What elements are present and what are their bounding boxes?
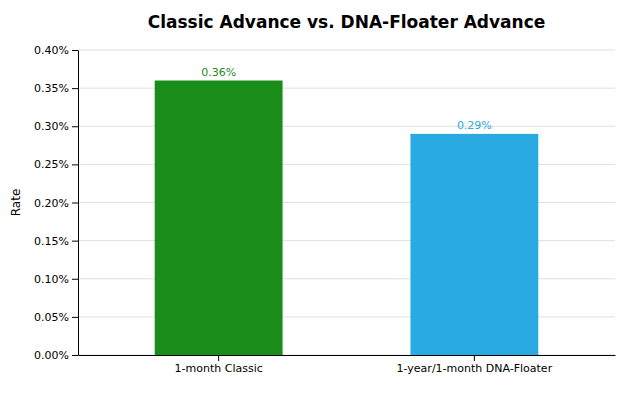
y-tick-label: 0.25%	[34, 158, 69, 171]
data-labels: 0.36% 0.29%	[201, 66, 492, 132]
y-tick: 0.35%	[34, 82, 78, 95]
y-tick-label: 0.35%	[34, 82, 69, 95]
y-tick-mark	[72, 241, 78, 242]
x-tick-label: 1-year/1-month DNA-Floater	[397, 362, 553, 375]
y-tick-mark	[72, 355, 78, 356]
y-axis-title: Rate	[9, 189, 23, 217]
data-label: 0.36%	[201, 66, 236, 79]
y-tick-label: 0.40%	[34, 44, 69, 57]
y-tick: 0.30%	[34, 120, 78, 133]
chart: 0.00% 0.05% 0.10% 0.15% 0.20% 0.25% 0.30% 0.35%…	[0, 0, 635, 395]
y-tick: 0.40%	[34, 44, 78, 57]
bar	[155, 81, 283, 356]
grid-line	[78, 50, 615, 51]
y-tick-mark	[72, 88, 78, 89]
y-tick: 0.15%	[34, 235, 78, 248]
plot: 0.00% 0.05% 0.10% 0.15% 0.20% 0.25% 0.30% 0.35%…	[34, 44, 615, 375]
grid	[78, 50, 615, 355]
x-axis: 1-month Classic 1-year/1-month DNA-Floate…	[79, 355, 616, 375]
y-tick-mark	[72, 203, 78, 204]
y-axis-line	[78, 51, 79, 356]
y-tick: 0.20%	[34, 197, 78, 210]
x-tick-mark	[218, 355, 219, 361]
y-tick-label: 0.30%	[34, 120, 69, 133]
x-axis-line	[79, 355, 616, 356]
y-tick: 0.05%	[34, 311, 78, 324]
y-tick-label: 0.10%	[34, 273, 69, 286]
y-tick-label: 0.15%	[34, 235, 69, 248]
data-label: 0.29%	[457, 119, 492, 132]
y-tick-label: 0.20%	[34, 197, 69, 210]
y-tick-label: 0.05%	[34, 311, 69, 324]
y-tick: 0.00%	[34, 349, 78, 362]
y-tick-label: 0.00%	[34, 349, 69, 362]
title: Classic Advance vs. DNA-Floater Advance	[148, 12, 546, 32]
x-tick: 1-month Classic	[175, 355, 263, 375]
y-axis: 0.00% 0.05% 0.10% 0.15% 0.20% 0.25% 0.30% 0.35%…	[34, 44, 78, 362]
bars	[155, 81, 539, 356]
y-tick-mark	[72, 279, 78, 280]
y-tick-mark	[72, 317, 78, 318]
y-tick: 0.10%	[34, 273, 78, 286]
y-tick-mark	[72, 164, 78, 165]
x-tick-mark	[474, 355, 475, 361]
y-tick: 0.25%	[34, 158, 78, 171]
y-tick-mark	[72, 50, 78, 51]
x-tick: 1-year/1-month DNA-Floater	[397, 355, 553, 375]
y-tick-mark	[72, 126, 78, 127]
x-tick-label: 1-month Classic	[175, 362, 263, 375]
bar	[410, 134, 538, 355]
